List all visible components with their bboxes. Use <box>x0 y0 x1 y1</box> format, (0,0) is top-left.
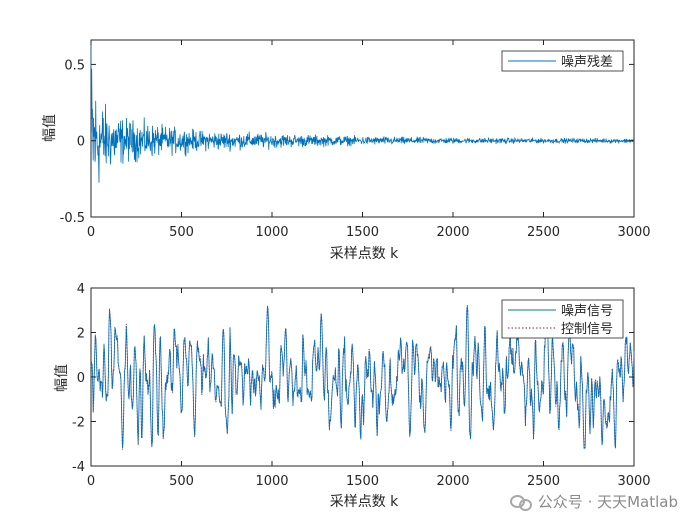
x-tick-label: 0 <box>87 474 95 489</box>
signals-x-label: 采样点数 k <box>330 494 399 510</box>
residual-legend: 噪声残差 <box>501 50 624 72</box>
y-tick-label: 0.5 <box>64 58 85 73</box>
residual-ticks: 0 500 1000 1500 2000 2500 3000-0.500.5 <box>60 40 651 240</box>
control-signal-line <box>90 303 635 451</box>
y-tick-label: 0 <box>77 135 85 150</box>
x-tick-label: 3000 <box>617 474 650 489</box>
wechat-icon <box>509 494 532 511</box>
residual-series <box>90 39 635 183</box>
x-tick-label: 1000 <box>255 225 288 240</box>
x-tick-label: 3000 <box>617 225 650 240</box>
x-tick-label: 1500 <box>346 474 379 489</box>
residual-y-label: 幅值 <box>42 114 58 142</box>
signals-legend-box <box>501 299 624 339</box>
x-tick-label: 2000 <box>436 474 469 489</box>
residual-legend-label: 噪声残差 <box>561 55 613 70</box>
signals-legend: 噪声信号 控制信号 <box>501 299 624 339</box>
x-tick-label: 1000 <box>255 474 288 489</box>
y-tick-label: -4 <box>72 460 85 475</box>
x-tick-label: 1500 <box>346 225 379 240</box>
x-tick-label: 500 <box>169 474 194 489</box>
x-tick-label: 2500 <box>527 474 560 489</box>
x-tick-label: 500 <box>169 225 194 240</box>
y-tick-label: -0.5 <box>60 211 85 226</box>
signals-y-label: 幅值 <box>54 364 70 392</box>
watermark: 公众号 · 天天Matlab <box>509 491 678 512</box>
x-tick-label: 2500 <box>527 225 560 240</box>
y-tick-label: 4 <box>77 282 85 297</box>
y-tick-label: 0 <box>77 371 85 386</box>
y-tick-label: 2 <box>77 327 85 342</box>
noise-signal-legend-label: 噪声信号 <box>561 304 613 319</box>
residual-legend-box <box>501 50 624 72</box>
x-tick-label: 0 <box>87 225 95 240</box>
signals-ticks: 0 500 1000 1500 2000 2500 3000 -4 -2 0 2 4 <box>72 282 651 489</box>
watermark-text: 公众号 · 天天Matlab <box>537 493 678 511</box>
signals-axes: 0 500 1000 1500 2000 2500 3000 -4 -2 0 2 4 噪声信号 控制信… <box>54 282 651 510</box>
residual-noise-line <box>90 39 635 183</box>
residual-x-label: 采样点数 k <box>330 246 399 262</box>
noise-signal-line <box>90 305 635 449</box>
y-tick-label: -2 <box>72 416 85 431</box>
x-tick-label: 2000 <box>436 225 469 240</box>
control-signal-legend-label: 控制信号 <box>561 322 613 337</box>
residual-noise-axes: 0 500 1000 1500 2000 2500 3000-0.500.5 噪声残差 采样… <box>42 39 651 262</box>
signals-series <box>90 303 635 451</box>
